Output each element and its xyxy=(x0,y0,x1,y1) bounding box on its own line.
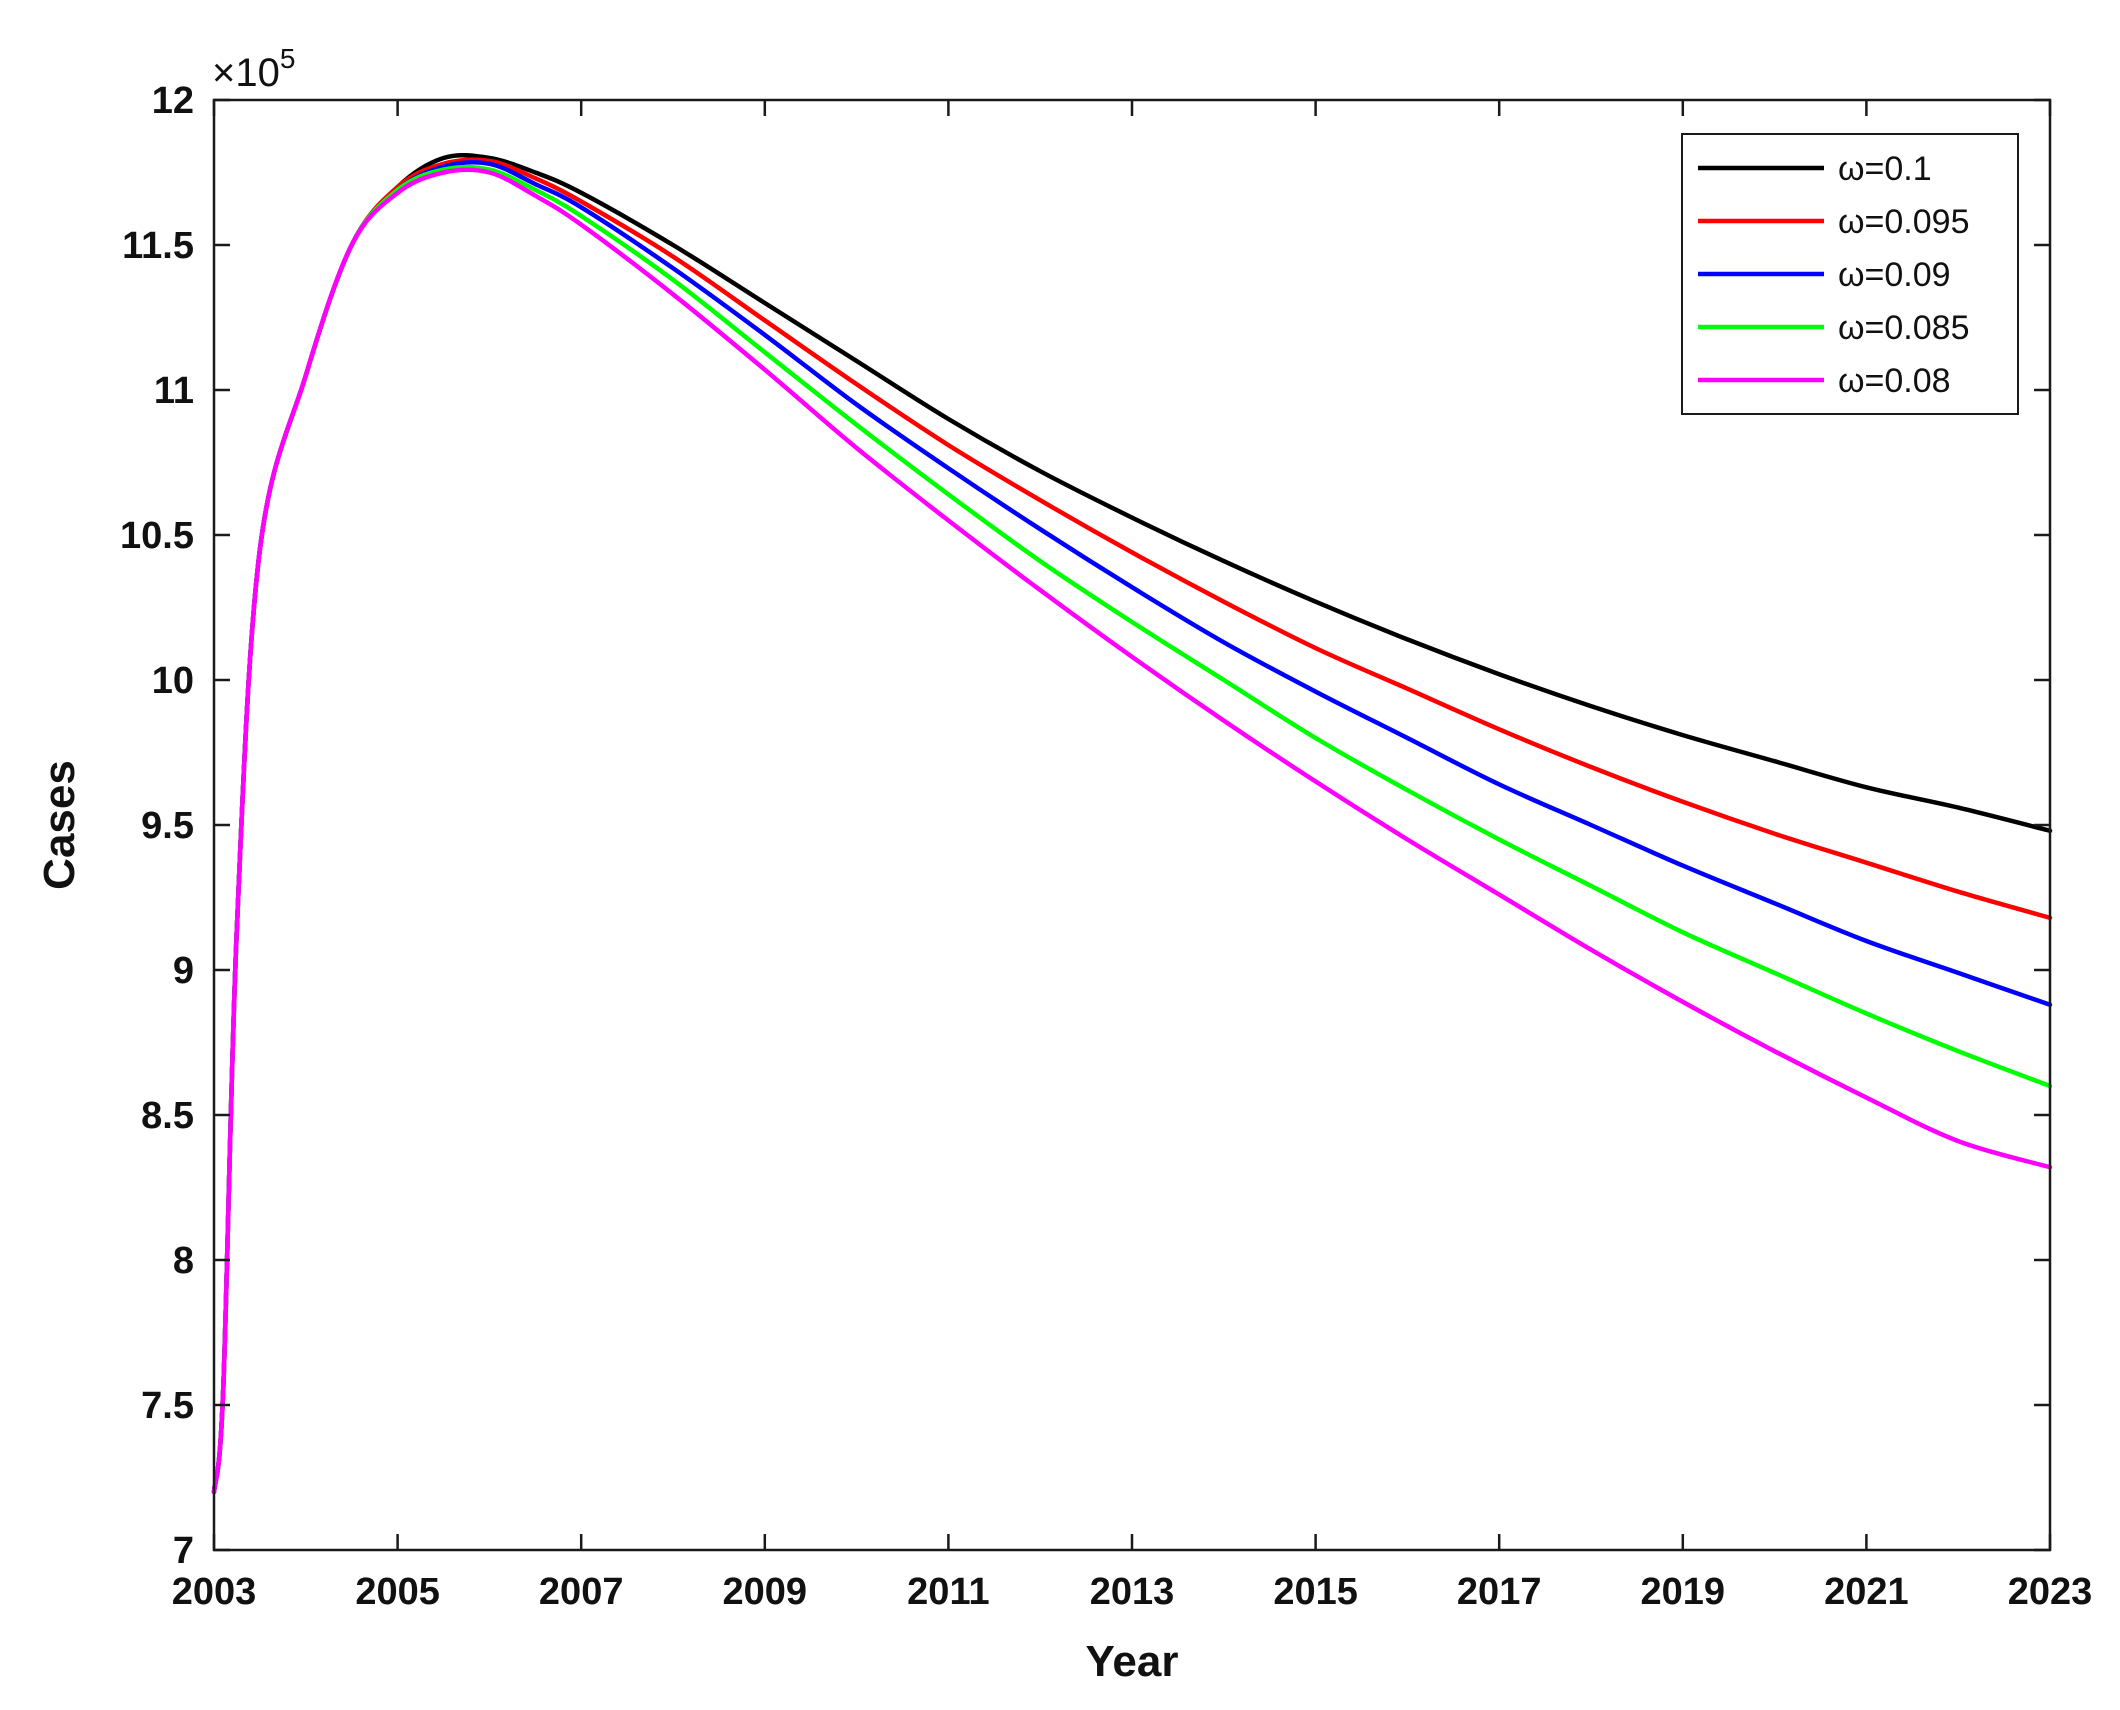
y-exponent-label: ×105 xyxy=(212,43,295,95)
x-tick-label: 2017 xyxy=(1457,1571,1542,1613)
x-tick-label: 2021 xyxy=(1824,1571,1909,1613)
y-tick-label: 10.5 xyxy=(120,515,194,557)
x-axis: 2003 2005 2007 2009 2011 2013 2015 2017 2019 2021… xyxy=(172,100,2093,1613)
y-tick-label: 12 xyxy=(152,80,194,122)
x-tick-label: 2009 xyxy=(723,1571,808,1613)
y-tick-label: 7 xyxy=(173,1530,194,1572)
x-axis-label: Year xyxy=(1086,1637,1179,1686)
legend-label-5: ω=0.08 xyxy=(1838,362,1951,400)
legend-label-3: ω=0.09 xyxy=(1838,256,1951,294)
x-tick-label: 2005 xyxy=(355,1571,440,1613)
x-tick-label: 2003 xyxy=(172,1571,257,1613)
y-axis-label: Cases xyxy=(35,760,84,890)
x-tick-label: 2023 xyxy=(2008,1571,2093,1613)
series-layer xyxy=(211,152,2053,1495)
legend: ω=0.1 ω=0.095 ω=0.09 ω=0.085 ω=0.08 xyxy=(1681,133,2019,415)
x-tick-label: 2019 xyxy=(1641,1571,1726,1613)
y-tick-label: 9 xyxy=(173,950,194,992)
y-axis: 7 7.5 8 8.5 9 9.5 10 10.5 11 11.5 12 xyxy=(120,80,2050,1572)
y-tick-label: 9.5 xyxy=(141,805,194,847)
y-tick-label: 10 xyxy=(152,660,194,702)
series-line-5 xyxy=(211,167,2053,1495)
legend-label-1: ω=0.1 xyxy=(1838,150,1932,188)
y-tick-label: 11 xyxy=(154,370,194,412)
y-tick-label: 11.5 xyxy=(122,225,194,267)
x-tick-label: 2013 xyxy=(1090,1571,1175,1613)
y-tick-label: 8.5 xyxy=(141,1095,194,1137)
y-tick-label: 7.5 xyxy=(141,1385,194,1427)
legend-label-4: ω=0.085 xyxy=(1838,309,1969,347)
y-tick-label: 8 xyxy=(173,1240,194,1282)
legend-label-2: ω=0.095 xyxy=(1838,203,1969,241)
x-tick-label: 2015 xyxy=(1273,1571,1358,1613)
x-tick-label: 2011 xyxy=(907,1571,989,1613)
x-tick-label: 2007 xyxy=(539,1571,624,1613)
